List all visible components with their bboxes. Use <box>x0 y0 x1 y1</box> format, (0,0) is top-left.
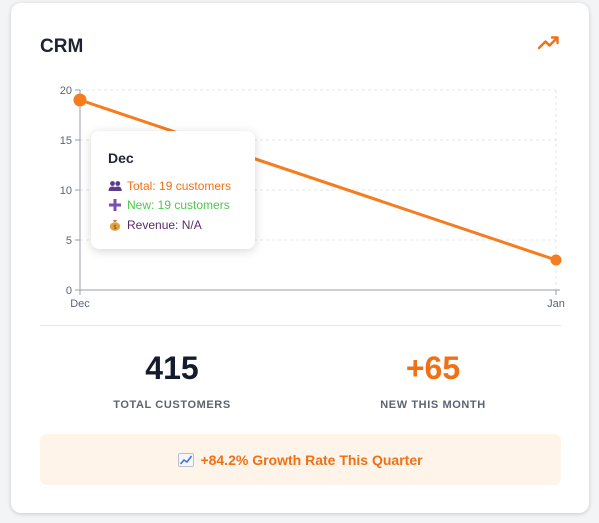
crm-card: CRM 0 5 10 15 20 Dec Jan Dec Total: 19 custom… <box>11 3 589 513</box>
tooltip-total-row: Total: 19 customers <box>108 179 231 193</box>
new-this-month-label: NEW THIS MONTH <box>380 399 486 411</box>
tooltip-title: Dec <box>108 150 134 166</box>
y-tick-label: 0 <box>66 285 72 297</box>
trending-up-icon[interactable] <box>538 35 560 51</box>
data-point[interactable] <box>73 93 87 107</box>
x-tick-labels: Dec Jan <box>70 298 565 310</box>
data-point[interactable] <box>550 254 562 266</box>
users-icon <box>108 181 122 191</box>
tooltip-revenue-row: $ Revenue: N/A <box>108 218 202 232</box>
y-tick-label: 10 <box>60 185 72 197</box>
divider <box>40 325 561 326</box>
stat-total-customers: 415 TOTAL CUSTOMERS <box>72 350 272 411</box>
svg-text:$: $ <box>113 224 117 231</box>
total-customers-label: TOTAL CUSTOMERS <box>113 399 231 411</box>
y-tick-label: 20 <box>60 85 72 97</box>
y-tick-label: 5 <box>66 235 72 247</box>
chart-series <box>73 93 562 266</box>
tooltip-new-row: New: 19 customers <box>108 198 230 212</box>
tooltip-revenue: Revenue: N/A <box>127 218 202 232</box>
chart-tooltip: Dec Total: 19 customers New: 19 customer… <box>91 131 255 249</box>
growth-banner: +84.2% Growth Rate This Quarter <box>40 434 561 485</box>
series-line <box>79 98 557 262</box>
new-this-month-value: +65 <box>405 350 461 386</box>
growth-text: +84.2% Growth Rate This Quarter <box>200 451 423 468</box>
money-bag-icon: $ <box>109 220 121 231</box>
x-tick-label: Dec <box>70 298 90 310</box>
card-title: CRM <box>40 36 84 57</box>
x-tick-label: Jan <box>547 298 565 310</box>
y-tick-labels: 0 5 10 15 20 <box>60 85 72 297</box>
plus-icon <box>109 199 121 211</box>
chart-increasing-icon <box>178 452 195 467</box>
total-customers-value: 415 <box>145 350 199 386</box>
y-tick-label: 15 <box>60 135 72 147</box>
tooltip-total: Total: 19 customers <box>127 179 232 193</box>
stat-new-this-month: +65 NEW THIS MONTH <box>333 350 533 411</box>
chart-axes <box>75 89 560 295</box>
tooltip-new: New: 19 customers <box>127 198 230 212</box>
